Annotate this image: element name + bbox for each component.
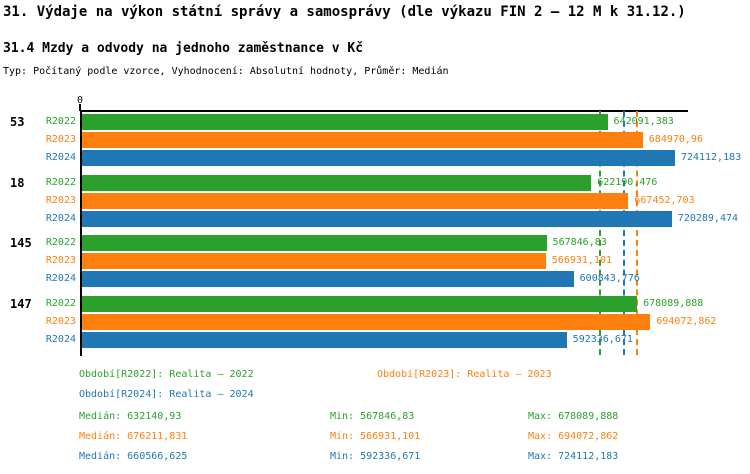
stat-median-r2024: Medián: 660566,625 (79, 451, 188, 462)
x-axis-origin-tick (79, 104, 81, 111)
bar-18-r2024 (82, 210, 672, 227)
bar-147-r2024 (82, 331, 567, 348)
stat-min-r2022: Min: 567846,83 (330, 411, 415, 422)
median-line-r2022 (599, 111, 602, 355)
series-row-label-r2024: R2024 (45, 212, 76, 224)
x-axis-line (80, 110, 688, 112)
series-row-label-r2023: R2023 (45, 255, 76, 266)
bar-18-r2022 (82, 174, 592, 191)
bar-value-label-53-r2022: 642091,383 (613, 116, 674, 127)
bar-147-r2023 (82, 313, 651, 330)
median-line-r2023 (635, 111, 638, 355)
stat-max-r2024: Max: 724112,183 (528, 451, 619, 462)
series-row-label-r2023: R2023 (45, 134, 76, 145)
bar-53-r2022 (82, 114, 608, 130)
category-label-147: 147 (10, 296, 32, 311)
stat-median-r2022: Medián: 632140,93 (79, 411, 182, 422)
bar-18-r2023 (82, 192, 629, 209)
series-row-label-r2022: R2022 (45, 297, 76, 309)
bar-145-r2023 (82, 253, 546, 269)
series-row-label-r2022: R2022 (45, 176, 76, 188)
series-row-label-r2024: R2024 (45, 273, 76, 284)
bar-value-label-53-r2023: 684970,96 (648, 134, 703, 145)
bar-value-label-147-r2022: 678089,888 (643, 297, 704, 309)
stat-max-r2022: Max: 678089,888 (528, 411, 619, 422)
series-row-label-r2023: R2023 (45, 194, 76, 206)
bar-value-label-18-r2022: 622190,476 (597, 176, 658, 188)
chart-meta-line: Typ: Počítaný podle vzorce, Vyhodnocení:… (3, 66, 449, 77)
category-label-53: 53 (10, 115, 25, 129)
bar-145-r2024 (82, 271, 574, 287)
page-title: 31. Výdaje na výkon státní správy a samo… (3, 4, 686, 20)
stat-median-r2023: Medián: 676211,831 (79, 431, 188, 442)
series-row-label-r2022: R2022 (45, 237, 76, 248)
series-row-label-r2024: R2024 (45, 333, 76, 345)
stat-min-r2024: Min: 592336,671 (330, 451, 421, 462)
stat-min-r2023: Min: 566931,101 (330, 431, 421, 442)
bar-value-label-145-r2024: 600843,776 (579, 273, 640, 284)
bar-53-r2024 (82, 150, 675, 166)
bar-53-r2023 (82, 132, 643, 148)
stat-max-r2023: Max: 694072,862 (528, 431, 619, 442)
plot-area: 53 R2022 642091,383 R2023 684970,96 R2024 7241… (10, 111, 741, 356)
bar-value-label-18-r2023: 667452,703 (634, 194, 695, 206)
bar-147-r2022 (82, 295, 638, 312)
bar-value-label-145-r2023: 566931,101 (551, 255, 613, 266)
legend-item-r2024: Období[R2024]: Realita – 2024 (79, 389, 254, 400)
category-label-18: 18 (10, 175, 25, 190)
bar-value-label-147-r2023: 694072,862 (656, 315, 717, 327)
x-axis-origin-tick-label: 0 (76, 95, 84, 106)
legend-item-r2022: Období[R2022]: Realita – 2022 (79, 369, 254, 380)
bar-value-label-145-r2022: 567846,83 (552, 237, 607, 248)
y-axis-line (80, 110, 82, 356)
legend-item-r2023: Období[R2023]: Realita – 2023 (377, 369, 552, 380)
chart-title: 31.4 Mzdy a odvody na jednoho zaměstnanc… (3, 41, 364, 56)
category-label-145: 145 (10, 236, 32, 250)
bar-value-label-53-r2024: 724112,183 (680, 152, 742, 163)
bar-145-r2022 (82, 235, 547, 251)
series-row-label-r2022: R2022 (45, 116, 76, 127)
bar-value-label-147-r2024: 592336,671 (572, 333, 633, 345)
series-row-label-r2024: R2024 (45, 152, 76, 163)
bar-value-label-18-r2024: 720289,474 (677, 212, 739, 224)
series-row-label-r2023: R2023 (45, 315, 76, 327)
median-line-r2024 (622, 111, 625, 355)
